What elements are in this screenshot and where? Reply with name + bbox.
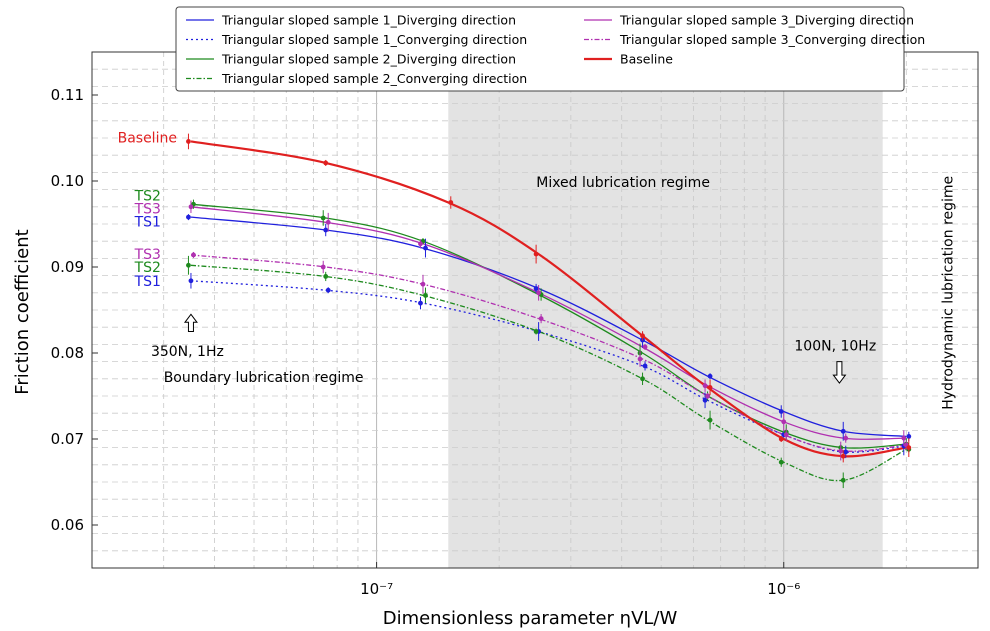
arrow-100N-10Hz (832, 361, 847, 384)
data-point (707, 385, 713, 390)
data-point (536, 290, 542, 296)
data-point (533, 329, 539, 334)
data-point (702, 397, 708, 403)
legend-entry: Triangular sloped sample 1_Diverging dir… (221, 13, 516, 28)
data-point (423, 292, 428, 298)
data-point (420, 281, 426, 287)
legend-entry: Triangular sloped sample 3_Diverging dir… (619, 13, 914, 28)
data-point (783, 432, 789, 438)
y-tick-label: 0.11 (51, 86, 84, 104)
legend-entry: Triangular sloped sample 3_Converging di… (619, 32, 925, 47)
data-point (781, 419, 787, 425)
data-point (320, 264, 326, 270)
series-line-3 (190, 203, 907, 449)
y-tick-label: 0.08 (51, 344, 84, 362)
y-axis-label: Friction coefficient (12, 229, 33, 394)
y-tick-label: 0.09 (51, 258, 84, 276)
data-point (642, 344, 648, 350)
data-point (901, 435, 907, 441)
data-point (906, 434, 912, 439)
data-point (186, 262, 191, 268)
x-tick-label: 10⁻⁶ (767, 580, 800, 598)
data-point (418, 241, 423, 247)
annotation-5: TS3 (134, 247, 161, 263)
annotation-10: Boundary lubrication regime (164, 370, 364, 386)
data-point (323, 160, 329, 166)
legend: Triangular sloped sample 1_Diverging dir… (175, 6, 925, 92)
annotation-8: 350N, 1Hz (151, 344, 224, 360)
annotation-12: Hydrodynamic lubrication regime (941, 176, 957, 410)
data-point (640, 376, 645, 382)
y-tick-label: 0.07 (51, 430, 84, 448)
y-tick-label: 0.10 (51, 172, 84, 190)
data-point (323, 227, 329, 233)
annotation-4: TS1 (134, 214, 161, 230)
data-point (325, 219, 331, 225)
data-point (642, 363, 648, 369)
series-line-6 (190, 254, 907, 452)
y-tick-label: 0.06 (51, 516, 84, 534)
data-point (325, 287, 331, 293)
data-point (533, 286, 539, 291)
legend-entry: Triangular sloped sample 2_Converging di… (221, 71, 527, 86)
annotation-7: TS1 (134, 274, 161, 290)
annotation-11: Mixed lubrication regime (536, 175, 710, 191)
data-point (778, 436, 784, 442)
data-point (538, 316, 544, 321)
data-point (840, 477, 846, 483)
data-point (186, 139, 191, 144)
x-axis-label: Dimensionless parameter ηVL/W (383, 608, 678, 629)
data-point (840, 428, 846, 434)
data-point (838, 448, 844, 454)
series-line-1 (190, 216, 907, 438)
series-line-4 (190, 264, 907, 482)
data-point (906, 445, 912, 450)
series-line-7 (190, 140, 907, 458)
data-point (448, 200, 454, 205)
data-point (186, 214, 191, 220)
annotation-3: TS3 (134, 202, 161, 218)
data-point (637, 356, 643, 362)
annotation-2: TS2 (134, 189, 161, 205)
data-point (323, 274, 329, 279)
data-point (188, 204, 194, 210)
data-point (840, 453, 846, 459)
legend-entry: Triangular sloped sample 1_Converging di… (221, 32, 527, 47)
data-point (843, 435, 849, 441)
legend-entry: Triangular sloped sample 2_Diverging dir… (221, 52, 516, 67)
series-line-5 (190, 206, 907, 440)
data-point (640, 333, 645, 339)
data-point (778, 409, 784, 414)
annotation-9: 100N, 10Hz (794, 339, 876, 355)
data-point (418, 300, 423, 306)
data-point (778, 459, 784, 465)
data-point (702, 383, 708, 389)
data-point (191, 252, 196, 258)
data-point (188, 278, 194, 284)
data-point (533, 251, 539, 257)
data-point (707, 373, 713, 379)
annotation-6: TS2 (134, 260, 161, 276)
data-point (705, 393, 710, 399)
data-point (707, 417, 713, 423)
data-point (320, 215, 326, 221)
data-point (423, 245, 428, 251)
annotation-1: Baseline (118, 130, 177, 146)
data-point (843, 449, 849, 455)
legend-box (175, 6, 905, 92)
x-tick-label: 10⁻⁷ (360, 580, 393, 598)
legend-entry: Baseline (620, 52, 673, 67)
arrow-350N-1Hz (183, 313, 198, 332)
